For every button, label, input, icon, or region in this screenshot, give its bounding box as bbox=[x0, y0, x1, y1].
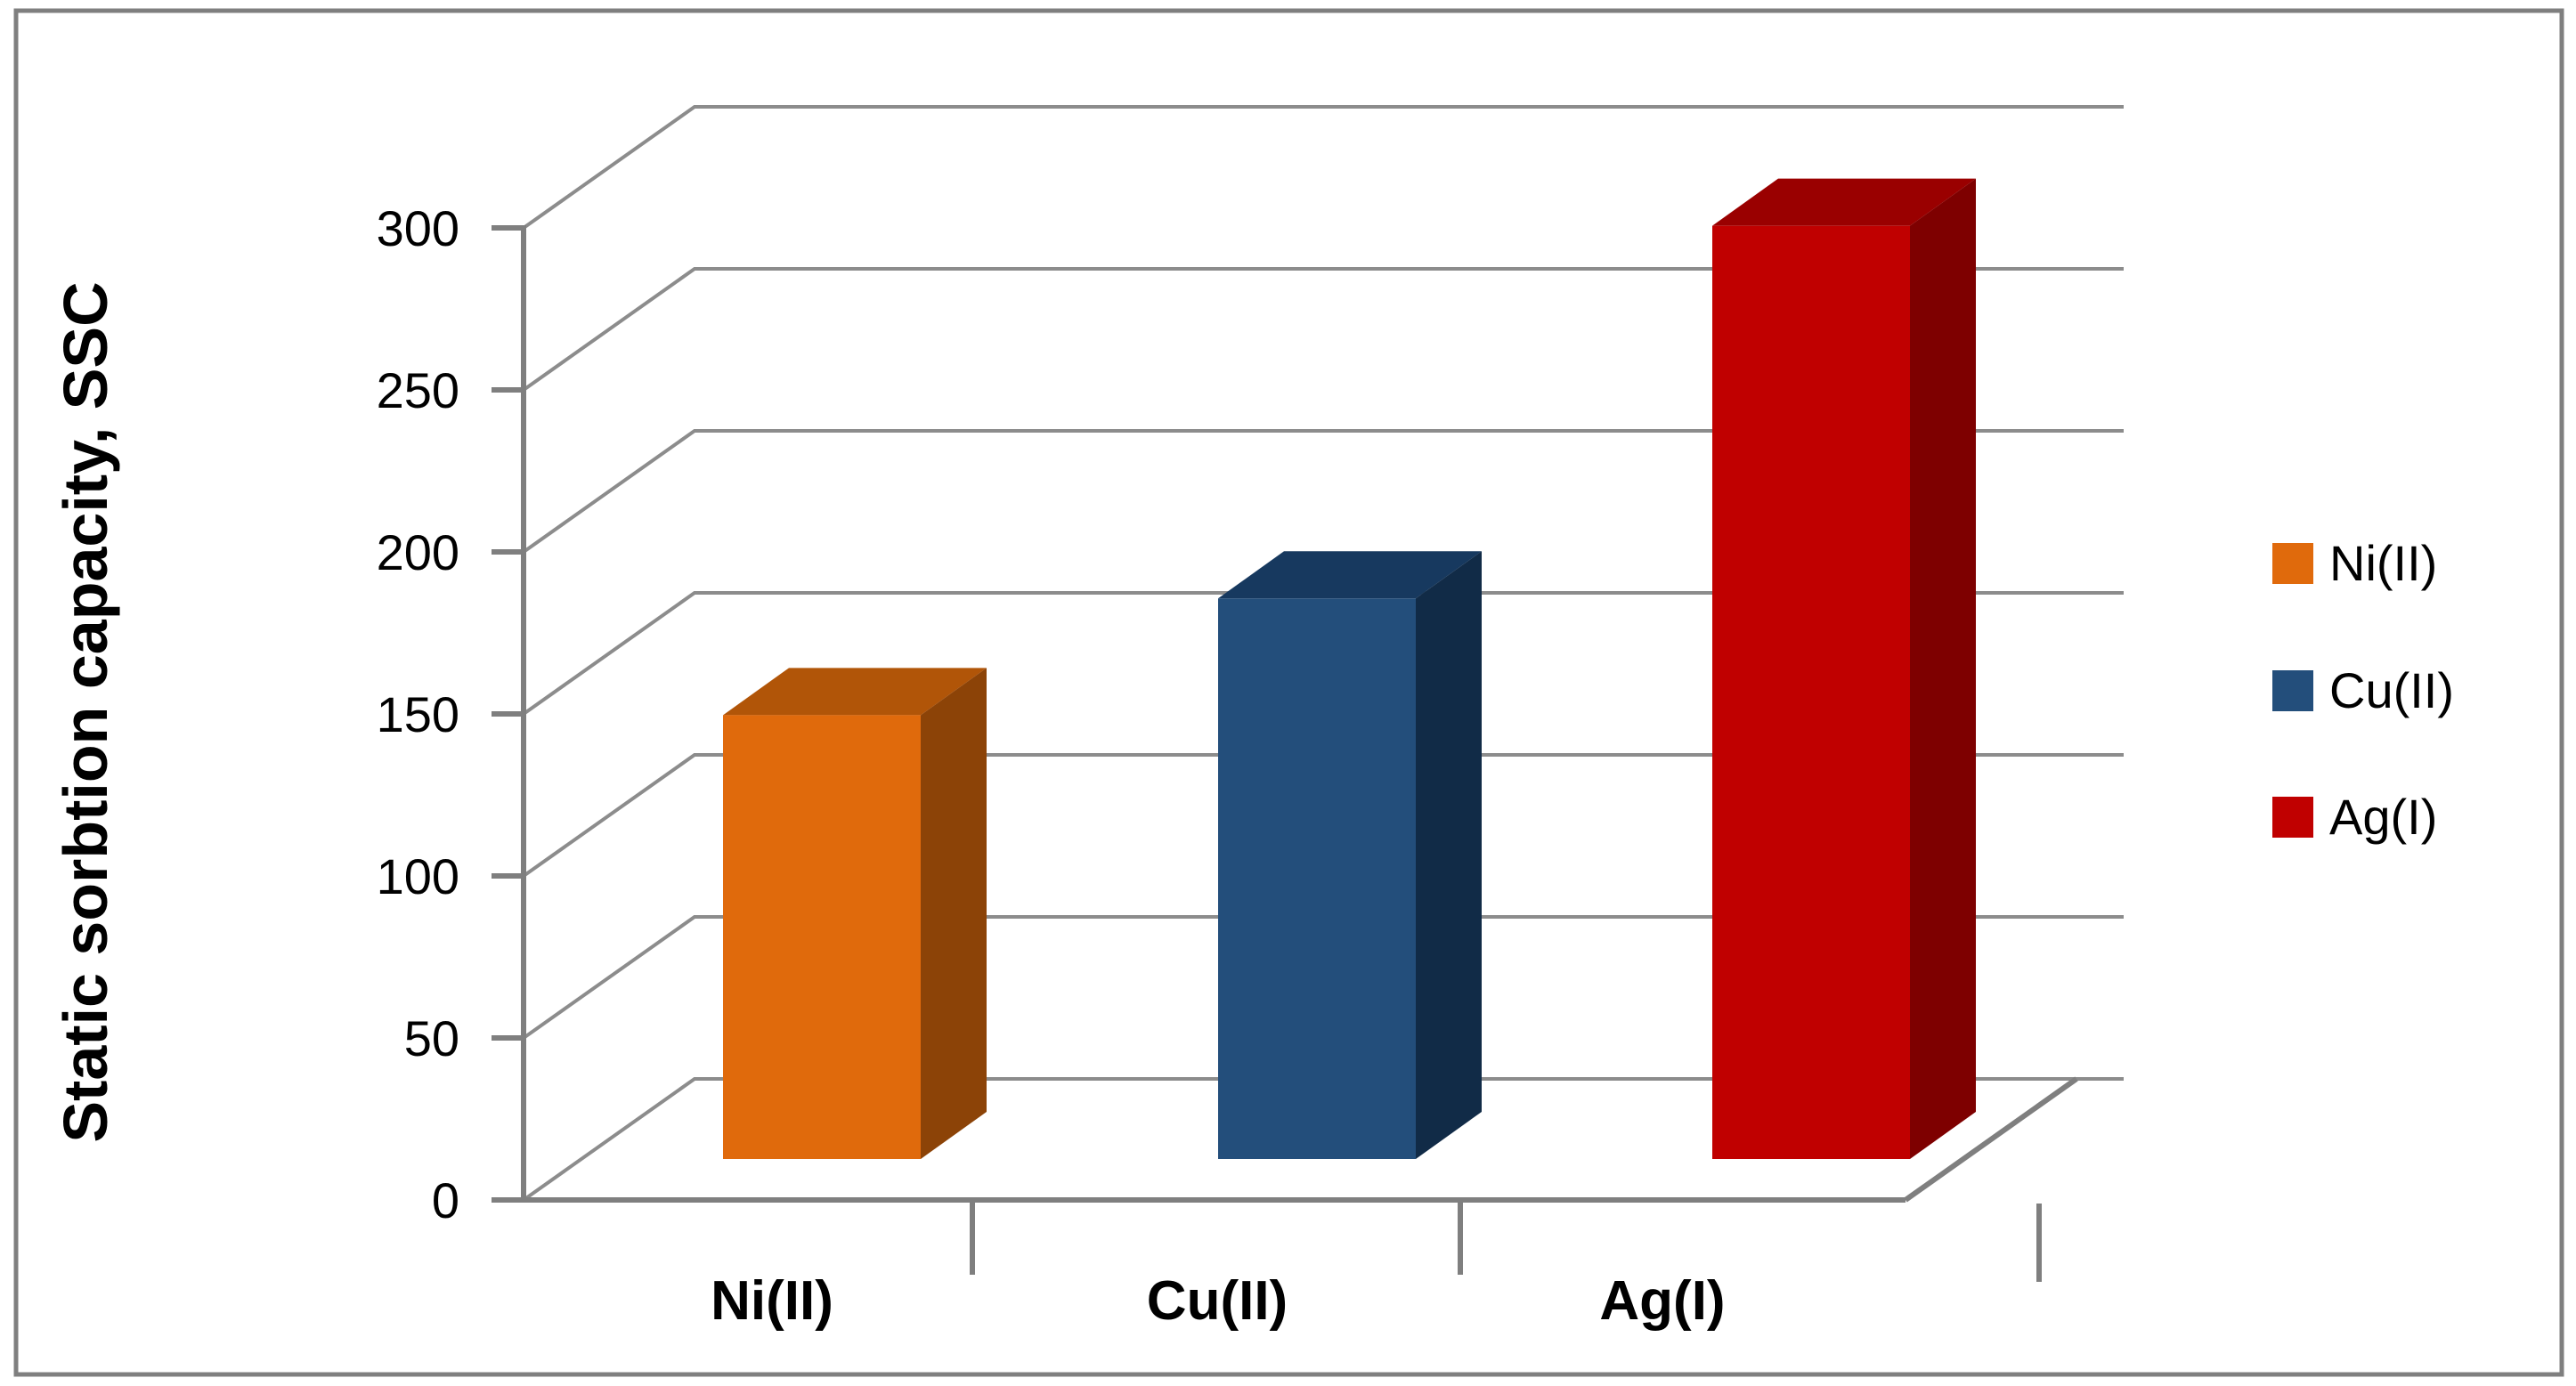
category-axis-labels: Ni(II) Cu(II) Ag(I) bbox=[711, 1270, 1725, 1332]
legend-label: Ag(I) bbox=[2329, 789, 2437, 845]
y-axis-title: Static sorbtion capacity, SSC bbox=[51, 281, 120, 1142]
bar-Cu(II) bbox=[1218, 551, 1482, 1159]
value-axis-tick-labels: 0 50 100 150 200 250 300 bbox=[377, 200, 459, 1228]
bar-front-face bbox=[723, 715, 921, 1159]
legend-item: Ag(I) bbox=[2272, 789, 2437, 845]
bar-front-face bbox=[1218, 598, 1416, 1159]
category-label-Ni(II): Ni(II) bbox=[711, 1270, 833, 1332]
category-axis bbox=[524, 1076, 2078, 1282]
gridline-200 bbox=[522, 429, 2124, 554]
legend-swatch-ni bbox=[2272, 543, 2313, 584]
gridline-100 bbox=[522, 753, 2124, 878]
value-tick-label-300: 300 bbox=[377, 200, 459, 256]
gridline-300 bbox=[522, 105, 2124, 230]
legend-item: Ni(II) bbox=[2272, 535, 2437, 591]
legend-item: Cu(II) bbox=[2272, 662, 2454, 718]
legend: Ni(II) Cu(II) Ag(I) bbox=[2272, 535, 2454, 845]
bar-side-face bbox=[1416, 551, 1482, 1159]
gridline-250 bbox=[522, 267, 2124, 392]
legend-label: Cu(II) bbox=[2329, 662, 2454, 718]
category-label-Cu(II): Cu(II) bbox=[1147, 1270, 1288, 1332]
gridline-0 bbox=[522, 1077, 2124, 1202]
bar-top-face bbox=[1712, 178, 1976, 226]
gridline-150 bbox=[522, 591, 2124, 716]
bar-Ag(I) bbox=[1712, 178, 1976, 1160]
floor-right-edge bbox=[1904, 1076, 2078, 1203]
value-tick-label-250: 250 bbox=[377, 362, 459, 418]
gridline-50 bbox=[522, 915, 2124, 1040]
bar-series bbox=[723, 178, 1976, 1160]
bar-front-face bbox=[1712, 225, 1910, 1160]
bar-top-face bbox=[1218, 551, 1482, 599]
value-tick-label-50: 50 bbox=[404, 1010, 459, 1066]
bar-top-face bbox=[723, 668, 987, 716]
category-label-Ag(I): Ag(I) bbox=[1599, 1270, 1725, 1332]
value-tick-label-200: 200 bbox=[377, 524, 459, 580]
legend-label: Ni(II) bbox=[2329, 535, 2437, 591]
frame-border bbox=[13, 8, 2564, 1377]
bar-side-face bbox=[1910, 178, 1976, 1160]
legend-swatch-cu bbox=[2272, 670, 2313, 711]
gridlines bbox=[522, 105, 2124, 1202]
value-tick-label-100: 100 bbox=[377, 848, 459, 904]
value-tick-label-150: 150 bbox=[377, 686, 459, 742]
bar-side-face bbox=[921, 668, 987, 1159]
bar-Ni(II) bbox=[723, 668, 987, 1159]
value-axis bbox=[492, 225, 526, 1203]
legend-swatch-ag bbox=[2272, 797, 2313, 838]
value-tick-label-0: 0 bbox=[432, 1172, 459, 1228]
